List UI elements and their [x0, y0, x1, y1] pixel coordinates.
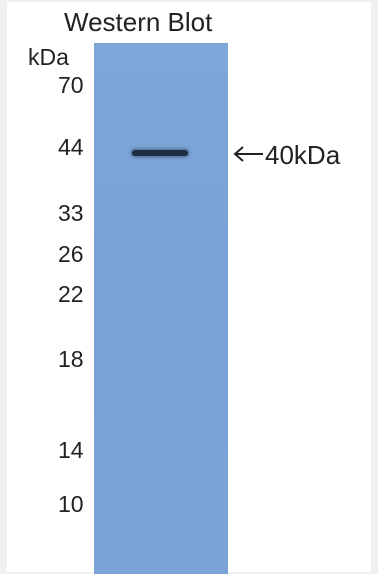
marker-18: 18	[58, 346, 84, 372]
marker-70: 70	[58, 72, 84, 98]
marker-14: 14	[58, 437, 84, 463]
protein-band	[132, 150, 188, 156]
marker-22: 22	[58, 281, 84, 307]
marker-10: 10	[58, 491, 84, 517]
band-size-label: 40kDa	[265, 140, 341, 170]
marker-44: 44	[58, 134, 84, 160]
blot-lane	[94, 43, 228, 574]
left-arrow-icon	[233, 146, 263, 162]
marker-26: 26	[58, 241, 84, 267]
figure-title: Western Blot	[64, 7, 213, 37]
marker-33: 33	[58, 200, 84, 226]
unit-label: kDa	[28, 44, 69, 70]
